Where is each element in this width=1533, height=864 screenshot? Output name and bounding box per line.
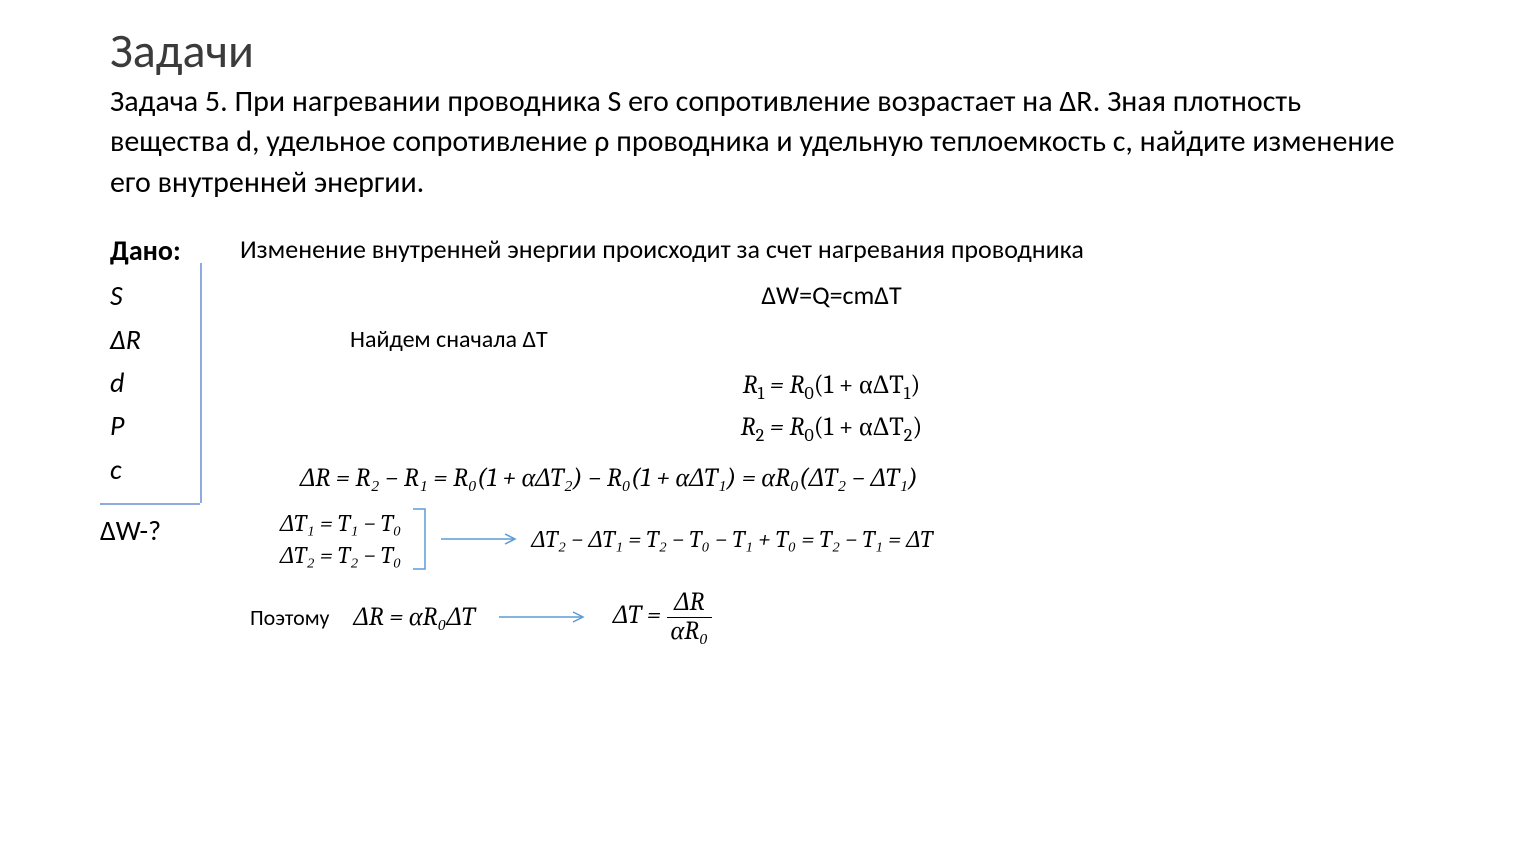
solution-text-1: Изменение внутренней энергии происходит … <box>240 233 1423 265</box>
sub: 2 <box>756 426 765 447</box>
equation-energy: ΔW=Q=cmΔT <box>240 279 1423 311</box>
sub: 0 <box>804 426 813 447</box>
brace-line-bot: ΔT₂ = T₂ − T₀ <box>280 539 401 571</box>
sym: ) <box>910 370 920 400</box>
sym: ΔT = <box>613 600 667 630</box>
math-expr: R1 = R0(1 + αΔT1) <box>743 370 921 400</box>
slide: Задачи Задача 5. При нагревании проводни… <box>0 0 1533 864</box>
math-expr: ΔR = R₂ − R₁ = R₀(1 + αΔT₂) − R₀(1 + αΔT… <box>300 463 918 493</box>
given-item: S <box>110 274 220 317</box>
sub: 0 <box>804 383 813 404</box>
frac-num: ΔR <box>667 589 713 616</box>
given-find: ΔW-? <box>100 513 220 548</box>
eq-final-right: ΔT = ΔRαR₀ <box>613 589 712 645</box>
given-item: ΔR <box>110 318 220 361</box>
sym: ) <box>912 412 922 442</box>
given-item: Ρ <box>110 404 220 447</box>
given-item: c <box>110 448 220 491</box>
arrow-right-icon <box>499 610 589 624</box>
equation-r1: R1 = R0(1 + αΔT1) <box>240 368 1423 404</box>
brace-left-lines: ΔT₁ = T₁ − T₀ ΔT₂ = T₂ − T₀ <box>280 507 401 572</box>
given-column: Дано: S ΔR d Ρ c ΔW-? <box>110 233 220 548</box>
sym: = R <box>764 370 804 400</box>
page-title: Задачи <box>110 25 1423 78</box>
given-horizontal-divider <box>100 503 200 505</box>
math-expr: R2 = R0(1 + αΔT2) <box>741 412 923 442</box>
sym: (1 + αΔT <box>814 370 904 400</box>
sym: R <box>741 412 756 442</box>
content-row: Дано: S ΔR d Ρ c ΔW-? Изменение внутренн… <box>110 233 1423 645</box>
given-vertical-divider <box>200 263 202 503</box>
brace-derivation: ΔT₁ = T₁ − T₀ ΔT₂ = T₂ − T₀ ΔT₂ − ΔT₁ = … <box>280 507 1423 572</box>
problem-statement: Задача 5. При нагревании проводника S ег… <box>110 82 1423 204</box>
therefore-row: Поэтому ΔR = αR₀ΔT ΔT = ΔRαR₀ <box>250 589 1423 645</box>
eq-text: ΔW=Q=cmΔT <box>761 279 901 311</box>
solution-text-2: Найдем сначала ΔT <box>240 325 1423 354</box>
sym: R <box>743 370 758 400</box>
frac-den: αR₀ <box>667 617 713 645</box>
sym: = R <box>764 412 804 442</box>
arrow-right-icon <box>441 532 521 546</box>
solution-column: Изменение внутренней энергии происходит … <box>220 233 1423 645</box>
fraction: ΔRαR₀ <box>667 589 713 645</box>
equation-r2: R2 = R0(1 + αΔT2) <box>240 410 1423 446</box>
sym: (1 + αΔT <box>814 412 904 442</box>
eq-final-left: ΔR = αR₀ΔT <box>353 602 474 632</box>
given-heading: Дано: <box>110 233 220 268</box>
brace-result: ΔT₂ − ΔT₁ = T₂ − T₀ − T₁ + T₀ = T₂ − T₁ … <box>531 525 932 554</box>
equation-delta-r: ΔR = R₂ − R₁ = R₀(1 + αΔT₂) − R₀(1 + αΔT… <box>300 461 1423 493</box>
right-bracket-icon <box>411 507 431 571</box>
brace-line-top: ΔT₁ = T₁ − T₀ <box>280 507 401 539</box>
therefore-label: Поэтому <box>250 604 329 631</box>
given-item: d <box>110 361 220 404</box>
given-list: S ΔR d Ρ c <box>110 274 220 491</box>
